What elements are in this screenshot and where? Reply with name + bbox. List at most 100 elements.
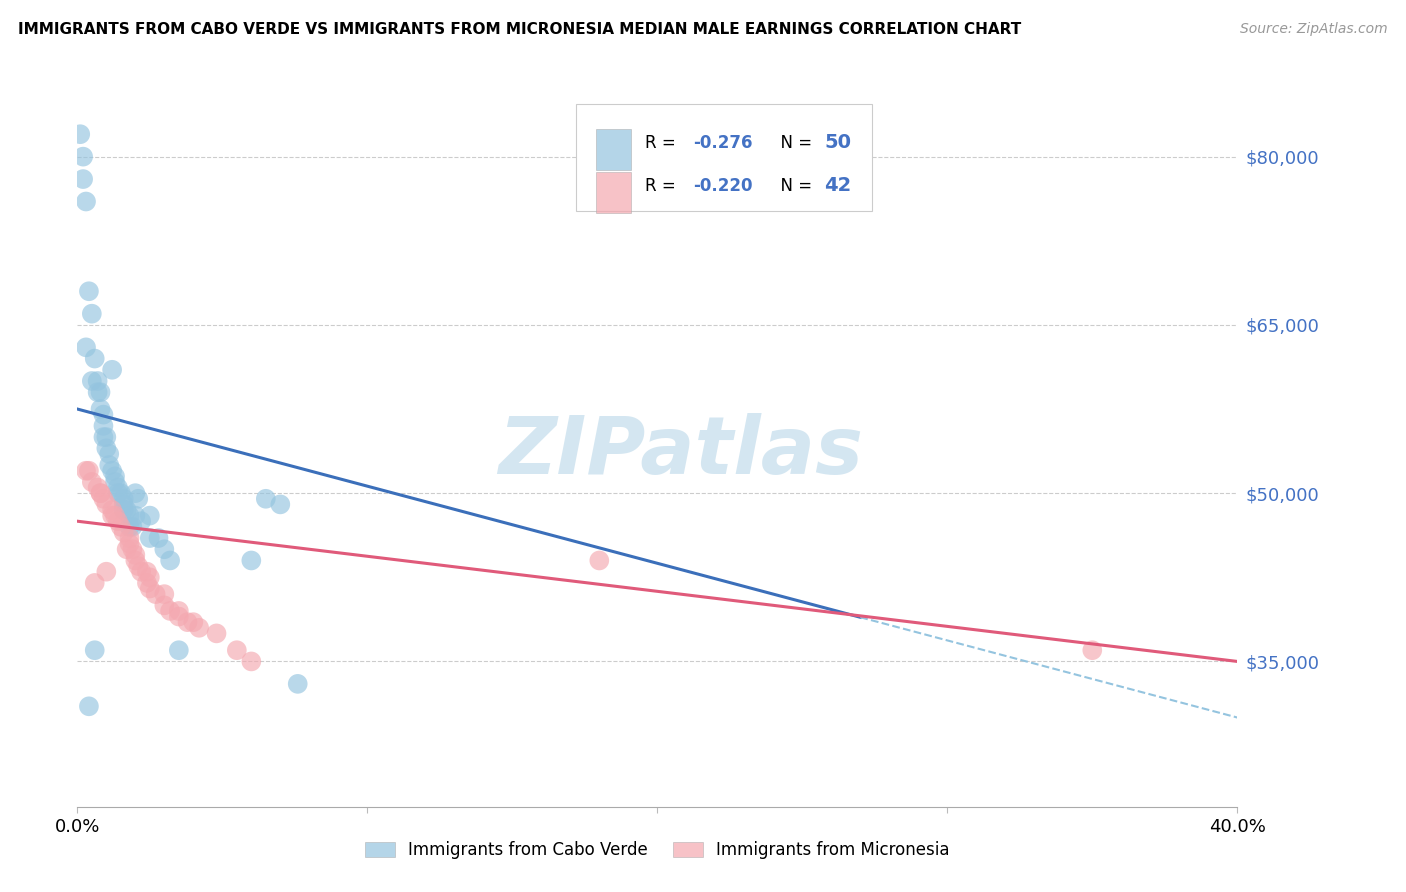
Point <box>176 615 198 630</box>
Point <box>254 491 277 506</box>
Point <box>77 285 100 299</box>
Point <box>148 531 170 545</box>
Point <box>205 626 228 640</box>
Point <box>90 385 111 400</box>
Point <box>115 503 138 517</box>
Point <box>104 469 127 483</box>
Point <box>77 464 100 478</box>
Text: 42: 42 <box>824 176 852 195</box>
Point <box>153 599 176 613</box>
Point <box>121 520 143 534</box>
Point <box>118 531 141 545</box>
Point <box>112 503 135 517</box>
Point <box>107 481 129 495</box>
Text: R =: R = <box>644 177 681 194</box>
Point <box>121 542 143 557</box>
Point <box>183 615 205 630</box>
Point <box>139 508 162 523</box>
Point <box>90 486 111 500</box>
Text: R =: R = <box>644 134 681 152</box>
Point <box>136 575 159 590</box>
Point <box>118 520 141 534</box>
Point <box>72 150 94 164</box>
Point <box>96 497 118 511</box>
Point <box>225 643 247 657</box>
Point <box>69 127 91 141</box>
Legend: Immigrants from Cabo Verde, Immigrants from Micronesia: Immigrants from Cabo Verde, Immigrants f… <box>359 834 956 865</box>
Text: Source: ZipAtlas.com: Source: ZipAtlas.com <box>1240 22 1388 37</box>
FancyBboxPatch shape <box>596 172 631 213</box>
Point <box>83 643 105 657</box>
Point <box>93 408 115 422</box>
Point <box>72 172 94 186</box>
Point <box>104 475 127 489</box>
Point <box>167 643 190 657</box>
Point <box>1081 643 1104 657</box>
Point <box>240 553 263 567</box>
Point <box>145 587 167 601</box>
Point <box>98 458 121 472</box>
Point <box>153 542 176 557</box>
Point <box>93 430 115 444</box>
Text: -0.276: -0.276 <box>693 134 752 152</box>
Text: N =: N = <box>770 134 817 152</box>
Point <box>188 621 211 635</box>
Point <box>77 699 100 714</box>
Point <box>139 582 162 596</box>
FancyBboxPatch shape <box>576 104 872 211</box>
Point <box>588 553 610 567</box>
Point <box>80 307 103 321</box>
Point <box>129 565 152 579</box>
Point <box>83 575 105 590</box>
Point <box>127 559 149 574</box>
Point <box>112 525 135 540</box>
Point <box>153 587 176 601</box>
Point <box>124 508 146 523</box>
Point <box>167 604 190 618</box>
Point <box>101 508 124 523</box>
Text: ZIPatlas: ZIPatlas <box>498 413 863 491</box>
Point <box>110 520 132 534</box>
Point <box>139 570 162 584</box>
Point <box>127 491 149 506</box>
Point <box>115 542 138 557</box>
Point <box>124 553 146 567</box>
Point <box>93 418 115 433</box>
Point <box>167 609 190 624</box>
Point <box>101 464 124 478</box>
Point <box>107 486 129 500</box>
Point <box>101 363 124 377</box>
Text: 50: 50 <box>824 133 852 153</box>
Point <box>90 486 111 500</box>
Point <box>136 565 159 579</box>
Point <box>112 491 135 506</box>
Point <box>110 486 132 500</box>
Point <box>118 536 141 550</box>
Point <box>240 655 263 669</box>
FancyBboxPatch shape <box>596 129 631 170</box>
Point <box>86 374 108 388</box>
Point <box>118 508 141 523</box>
Point <box>98 447 121 461</box>
Point <box>129 514 152 528</box>
Point <box>93 491 115 506</box>
Point <box>96 442 118 456</box>
Point <box>80 374 103 388</box>
Point <box>75 464 97 478</box>
Text: -0.220: -0.220 <box>693 177 752 194</box>
Point <box>159 604 181 618</box>
Point <box>75 340 97 354</box>
Point <box>124 548 146 562</box>
Text: IMMIGRANTS FROM CABO VERDE VS IMMIGRANTS FROM MICRONESIA MEDIAN MALE EARNINGS CO: IMMIGRANTS FROM CABO VERDE VS IMMIGRANTS… <box>18 22 1022 37</box>
Point <box>80 475 103 489</box>
Point <box>287 677 309 691</box>
Point <box>96 565 118 579</box>
Point <box>86 481 108 495</box>
Point <box>107 514 129 528</box>
Point <box>96 430 118 444</box>
Point <box>90 402 111 417</box>
Point <box>269 497 291 511</box>
Point <box>86 385 108 400</box>
Text: N =: N = <box>770 177 817 194</box>
Point <box>159 553 181 567</box>
